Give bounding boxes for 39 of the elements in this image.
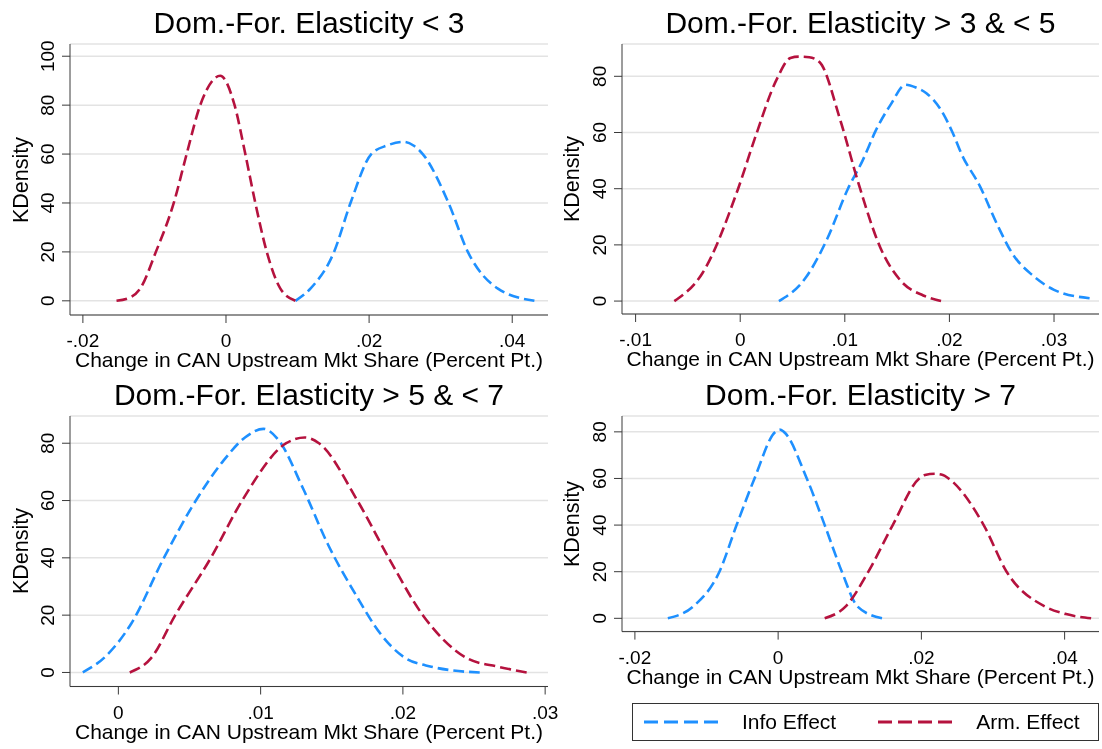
chart-title: Dom.-For. Elasticity < 3 bbox=[152, 5, 466, 41]
line-series bbox=[777, 83, 1091, 303]
chart-title: Dom.-For. Elasticity > 7 bbox=[704, 377, 1017, 412]
y-tick-label: 20 bbox=[37, 604, 58, 626]
y-tick-label: 100 bbox=[37, 40, 58, 73]
line-series bbox=[81, 427, 482, 674]
legend-label: Arm. Effect bbox=[976, 710, 1080, 734]
y-tick-label: 80 bbox=[589, 421, 610, 443]
line-series bbox=[823, 472, 1093, 620]
line-series bbox=[115, 74, 297, 303]
y-axis-title: KDensity bbox=[559, 135, 585, 223]
y-tick-label: 0 bbox=[589, 613, 610, 624]
y-tick-label: 60 bbox=[589, 467, 610, 490]
y-tick-label: 0 bbox=[589, 295, 610, 307]
legend-label: Info Effect bbox=[742, 710, 837, 734]
y-tick-label: 40 bbox=[589, 178, 610, 200]
y-tick-label: 60 bbox=[37, 489, 58, 512]
y-tick-label: 80 bbox=[589, 65, 610, 87]
y-tick-label: 80 bbox=[37, 94, 58, 116]
y-tick-label: 20 bbox=[37, 241, 58, 263]
y-tick-label: 60 bbox=[37, 143, 58, 165]
y-tick-label: 60 bbox=[589, 121, 610, 144]
y-tick-label: 0 bbox=[37, 295, 58, 307]
y-tick-label: 20 bbox=[589, 234, 610, 256]
chart-title: Dom.-For. Elasticity > 3 & < 5 bbox=[664, 5, 1057, 41]
y-axis-title: KDensity bbox=[559, 480, 585, 567]
y-tick-label: 80 bbox=[37, 432, 58, 454]
y-tick-label: 40 bbox=[589, 514, 610, 536]
chart-title: Dom.-For. Elasticity > 5 & < 7 bbox=[112, 377, 506, 412]
line-series bbox=[294, 140, 536, 303]
y-tick-label: 40 bbox=[37, 192, 58, 214]
y-axis-title: KDensity bbox=[8, 508, 34, 595]
line-series bbox=[666, 428, 884, 620]
y-tick-label: 20 bbox=[589, 561, 610, 583]
y-tick-label: 0 bbox=[37, 667, 58, 678]
line-series bbox=[673, 55, 943, 303]
y-axis-title: KDensity bbox=[8, 136, 34, 223]
line-series bbox=[128, 436, 528, 674]
y-tick-label: 40 bbox=[37, 547, 58, 569]
